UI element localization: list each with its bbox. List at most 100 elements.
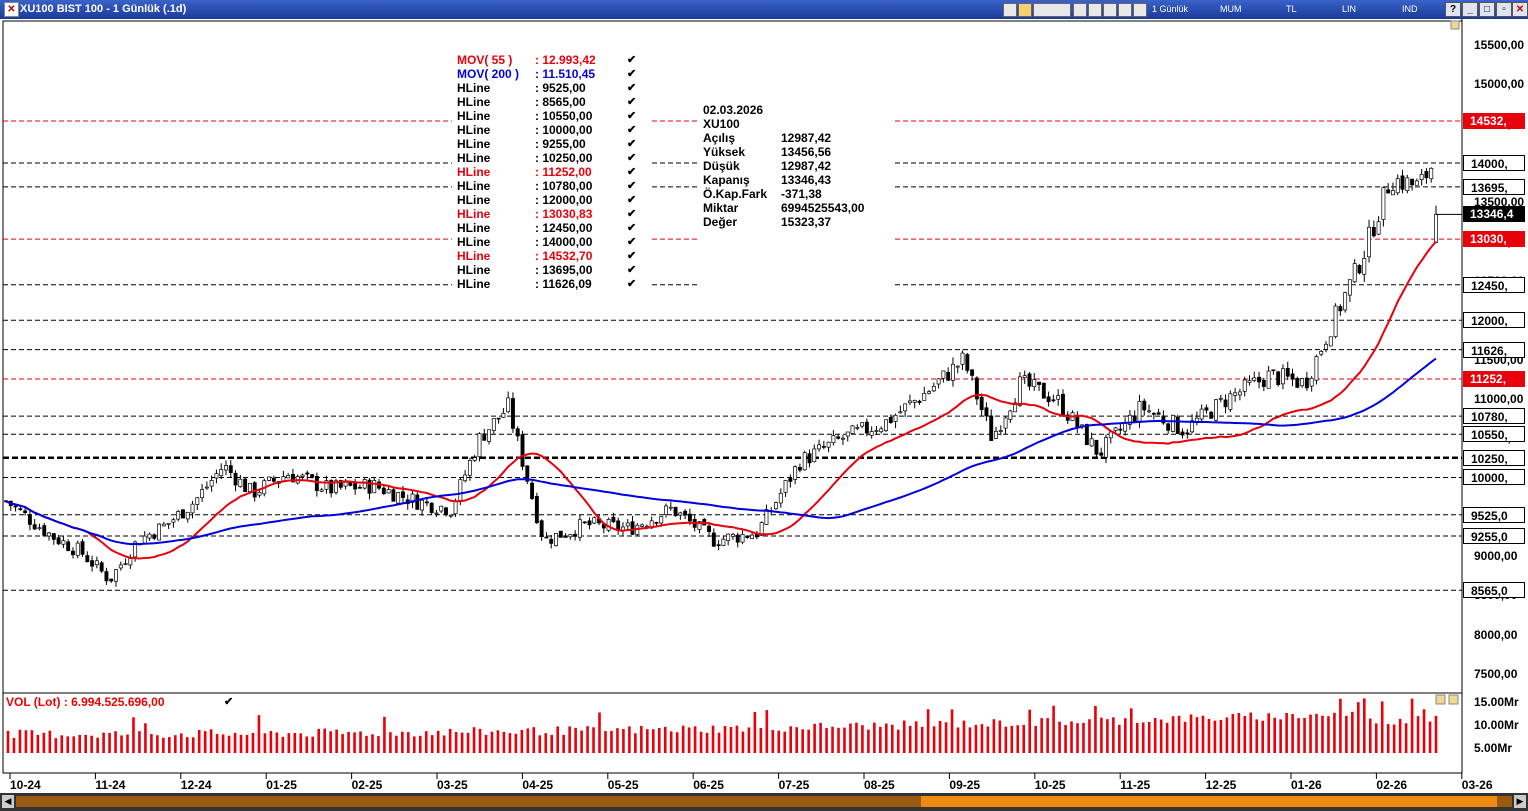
- volume-axis-label: 5.00Mr: [1474, 741, 1513, 755]
- price-chart[interactable]: [0, 19, 1528, 793]
- volume-bar: [705, 732, 709, 753]
- candle-body: [563, 536, 568, 539]
- volume-check-icon[interactable]: ✔: [224, 696, 234, 708]
- toolbar-pencil-icon[interactable]: [1103, 3, 1117, 17]
- candle-body: [1118, 428, 1123, 431]
- candle-body: [874, 430, 879, 432]
- candle-body: [1084, 423, 1089, 446]
- legend-check-icon[interactable]: ✔: [627, 124, 637, 136]
- volume-bar: [18, 729, 22, 753]
- toolbar-print-icon[interactable]: [1018, 3, 1032, 17]
- candle-body: [1271, 369, 1276, 372]
- help-button[interactable]: ?: [1445, 2, 1461, 17]
- volume-bar: [424, 731, 428, 753]
- legend-check-icon[interactable]: ✔: [627, 278, 637, 290]
- price-pane-settings-icon[interactable]: [1450, 20, 1460, 30]
- volume-bar: [574, 727, 577, 753]
- minimize-button[interactable]: _: [1462, 2, 1478, 17]
- menu-currency[interactable]: TL: [1286, 4, 1297, 14]
- month-label: 01-25: [266, 778, 297, 792]
- candle-body: [845, 431, 850, 437]
- legend-name: HLine: [457, 137, 491, 151]
- scroll-thumb[interactable]: [921, 796, 1497, 807]
- toolbar-zoom-icon[interactable]: [1088, 3, 1102, 17]
- volume-bar: [466, 732, 470, 753]
- toolbar-crosshair-icon[interactable]: [1118, 3, 1132, 17]
- horizontal-scrollbar[interactable]: ◀ ▶: [0, 793, 1528, 811]
- candle-body: [1190, 420, 1195, 433]
- toolbar-indicator-icon[interactable]: [1033, 3, 1071, 17]
- menu-scale[interactable]: LIN: [1342, 4, 1357, 14]
- volume-bar: [729, 727, 733, 753]
- legend-check-icon[interactable]: ✔: [627, 152, 637, 164]
- candle-body: [1171, 414, 1175, 432]
- legend-value: : 14000,00: [535, 235, 593, 249]
- toolbar-settings-icon[interactable]: [1133, 3, 1147, 17]
- legend-row: HLine: 11252,00 ✔: [457, 165, 637, 179]
- candle-body: [573, 533, 578, 537]
- legend-check-icon[interactable]: ✔: [627, 236, 637, 248]
- volume-bar: [735, 725, 739, 753]
- hline-price-tag: 9525,0: [1463, 506, 1525, 523]
- info-row: Düşük 12987,42: [703, 159, 864, 173]
- candle-body: [195, 497, 200, 505]
- legend-check-icon[interactable]: ✔: [627, 96, 637, 108]
- volume-bar: [162, 737, 165, 753]
- candle-body: [903, 403, 908, 412]
- scroll-track[interactable]: [16, 796, 1512, 807]
- legend-value: : 11.510,45: [535, 67, 596, 81]
- legend-check-icon[interactable]: ✔: [627, 208, 637, 220]
- candle-body: [1314, 356, 1319, 381]
- candle-body: [147, 533, 152, 539]
- candle-body: [836, 436, 841, 439]
- system-menu-icon[interactable]: ✕: [4, 2, 19, 17]
- toolbar-chart-icon[interactable]: [1003, 3, 1017, 17]
- scroll-right-icon[interactable]: ▶: [1514, 795, 1526, 808]
- legend-check-icon[interactable]: ✔: [627, 68, 637, 80]
- candle-body: [23, 510, 28, 514]
- scroll-left-icon[interactable]: ◀: [2, 795, 14, 808]
- legend-check-icon[interactable]: ✔: [627, 250, 637, 262]
- close-button[interactable]: ✕: [1512, 2, 1528, 17]
- legend-check-icon[interactable]: ✔: [627, 54, 637, 66]
- volume-bar: [347, 731, 350, 753]
- candle-body: [1319, 351, 1324, 355]
- candle-body: [1209, 411, 1214, 419]
- legend-check-icon[interactable]: ✔: [627, 264, 637, 276]
- restore-button[interactable]: ▫: [1496, 2, 1512, 17]
- price-axis-label: 9000,00: [1474, 549, 1518, 564]
- volume-bar: [407, 732, 410, 753]
- toolbar-grid-icon[interactable]: [1073, 3, 1087, 17]
- legend-check-icon[interactable]: ✔: [627, 194, 637, 206]
- volume-bar: [1177, 715, 1181, 753]
- maximize-button[interactable]: □: [1479, 2, 1495, 17]
- vol-pane-settings-icon[interactable]: [1435, 694, 1446, 705]
- volume-bar: [1422, 709, 1426, 753]
- volume-bar: [418, 735, 422, 753]
- legend-check-icon[interactable]: ✔: [627, 222, 637, 234]
- menu-period[interactable]: 1 Günlük: [1152, 4, 1189, 14]
- candle-body: [1017, 376, 1022, 406]
- volume-bar: [257, 715, 261, 753]
- menu-mode[interactable]: IND: [1402, 4, 1418, 14]
- legend-check-icon[interactable]: ✔: [627, 166, 637, 178]
- volume-bar: [293, 733, 297, 753]
- legend-check-icon[interactable]: ✔: [627, 180, 637, 192]
- candle-body: [951, 363, 955, 381]
- legend-check-icon[interactable]: ✔: [627, 110, 637, 122]
- legend-check-icon[interactable]: ✔: [627, 82, 637, 94]
- candle-body: [319, 489, 324, 492]
- ma200-line[interactable]: [5, 357, 1437, 546]
- candle-body: [1108, 431, 1113, 439]
- volume-bar: [604, 731, 607, 753]
- candle-body: [128, 558, 133, 566]
- volume-bar: [747, 727, 751, 753]
- candle-body: [372, 480, 377, 494]
- volume-bar: [1243, 715, 1247, 753]
- volume-bar: [1016, 725, 1020, 753]
- volume-bar: [813, 723, 816, 753]
- ma55-line[interactable]: [5, 240, 1437, 560]
- legend-check-icon[interactable]: ✔: [627, 138, 637, 150]
- vol-pane-close-icon[interactable]: [1448, 694, 1459, 705]
- menu-chart-type[interactable]: MUM: [1220, 4, 1242, 14]
